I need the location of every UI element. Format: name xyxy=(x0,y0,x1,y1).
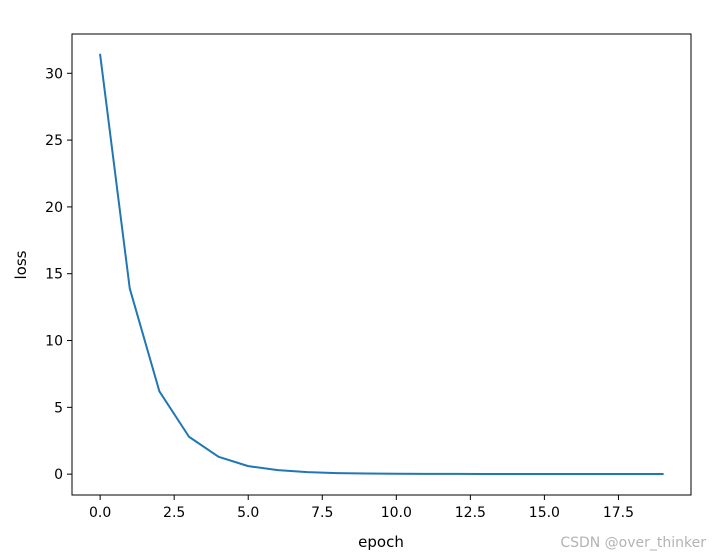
x-axis: 0.0 2.5 5.0 7.5 10.0 12.5 15.0 17.5 xyxy=(89,495,634,521)
y-tick-label: 25 xyxy=(45,133,63,149)
y-tick-label: 30 xyxy=(45,66,63,82)
series-layer xyxy=(99,53,664,476)
plot-frame xyxy=(71,33,692,496)
x-tick-label: 12.5 xyxy=(455,505,486,521)
x-tick-label: 5.0 xyxy=(237,505,259,521)
y-axis-label: loss xyxy=(12,250,30,279)
watermark-text: CSDN @over_thinker xyxy=(560,535,706,551)
x-tick-label: 17.5 xyxy=(603,505,634,521)
x-tick-label: 0.0 xyxy=(89,505,111,521)
x-tick-label: 2.5 xyxy=(163,505,185,521)
x-tick-label: 10.0 xyxy=(381,505,412,521)
y-tick-label: 20 xyxy=(45,200,63,216)
plot-area xyxy=(71,33,692,496)
x-axis-label: epoch xyxy=(358,533,404,551)
y-tick-label: 10 xyxy=(45,334,63,350)
y-tick-label: 15 xyxy=(45,267,63,283)
x-tick-label: 7.5 xyxy=(311,505,333,521)
y-tick-label: 0 xyxy=(54,467,63,483)
x-tick-label: 15.0 xyxy=(529,505,560,521)
loss-series-line xyxy=(99,53,664,476)
y-axis: 0 5 10 15 20 25 30 xyxy=(45,66,72,483)
y-tick-label: 5 xyxy=(54,400,63,416)
